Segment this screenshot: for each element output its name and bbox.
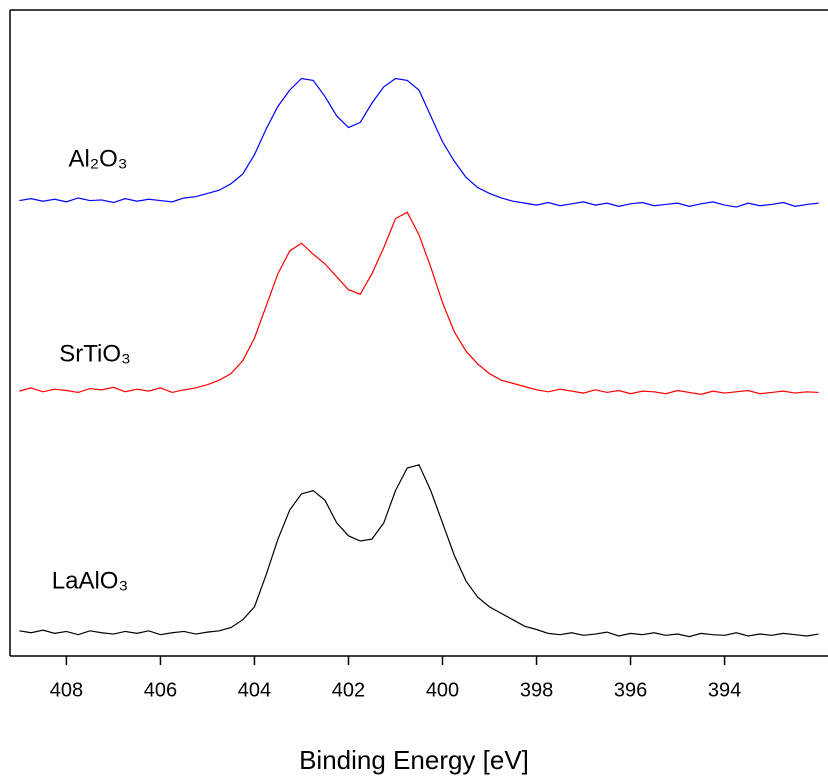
x-tick-label: 404 <box>238 679 271 701</box>
series-label: SrTiO₃ <box>59 340 131 367</box>
x-tick-label: 394 <box>708 679 741 701</box>
series-label: LaAlO₃ <box>52 567 128 594</box>
x-tick-label: 402 <box>332 679 365 701</box>
x-tick-label: 406 <box>144 679 177 701</box>
x-tick-label: 398 <box>520 679 553 701</box>
spectrum-line <box>19 464 819 638</box>
spectrum-line <box>19 211 819 395</box>
spectrum-line <box>19 77 819 208</box>
x-tick-label: 408 <box>50 679 83 701</box>
x-tick-label: 396 <box>614 679 647 701</box>
x-tick-label: 400 <box>426 679 459 701</box>
series-label: Al₂O₃ <box>68 145 127 172</box>
x-axis-label: Binding Energy [eV] <box>299 745 529 775</box>
